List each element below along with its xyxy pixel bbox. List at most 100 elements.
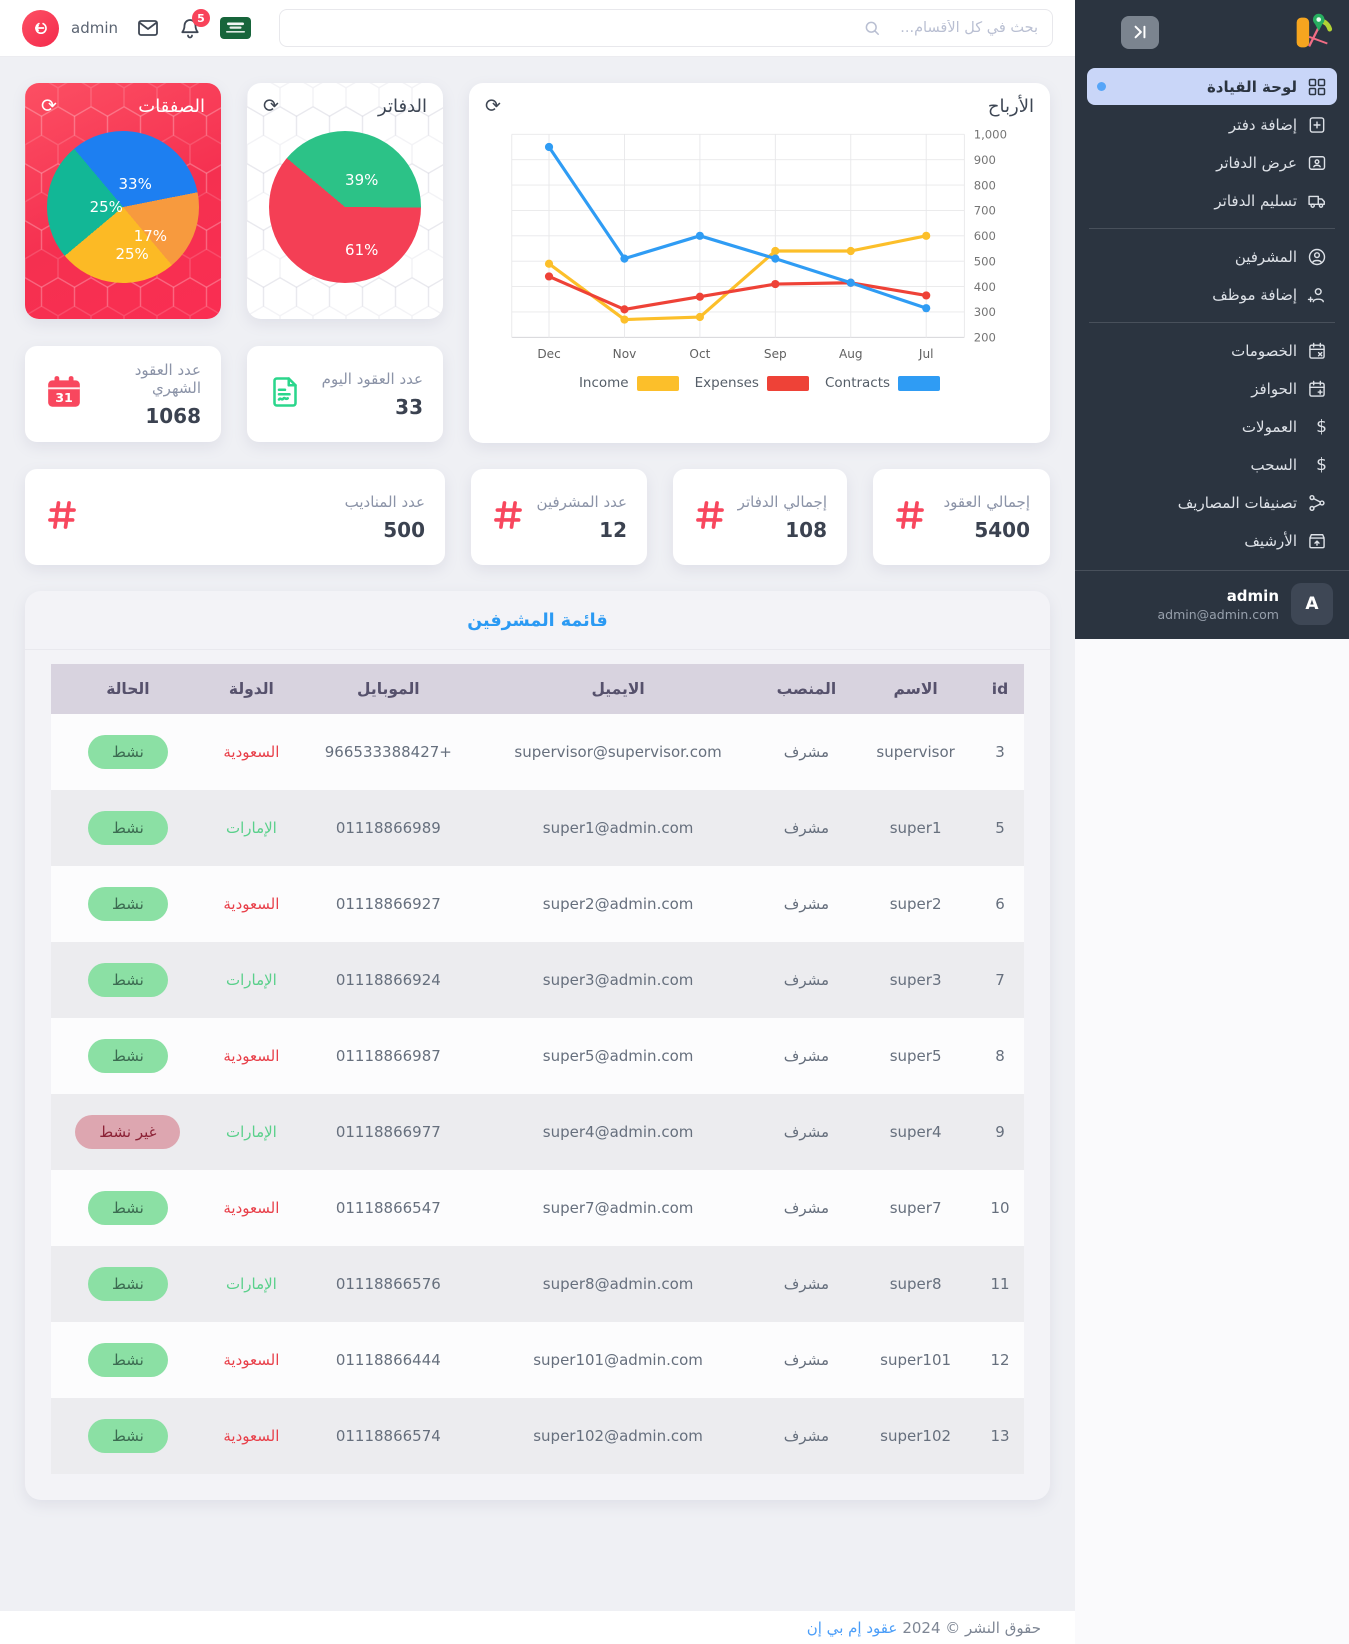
profits-chart-title: الأرباح bbox=[987, 96, 1034, 117]
calendar-plus-icon bbox=[1307, 379, 1327, 399]
stat-label: عدد العقود الشهري bbox=[134, 360, 201, 397]
person-plus-icon bbox=[1307, 285, 1327, 305]
svg-text:Sep: Sep bbox=[764, 347, 787, 361]
svg-text:Nov: Nov bbox=[613, 347, 637, 361]
row-email: super1@admin.com bbox=[542, 819, 694, 837]
table-row: 12 super101 مشرف super101@admin.com 01118866… bbox=[51, 1322, 1024, 1398]
row-status: نشط bbox=[51, 790, 205, 866]
calendar-icon: 31 bbox=[45, 374, 83, 414]
row-email: supervisor@supervisor.com bbox=[514, 743, 722, 761]
app-logo bbox=[1289, 9, 1335, 55]
row-id: 12 bbox=[990, 1351, 1010, 1369]
svg-text:Jul: Jul bbox=[918, 347, 934, 361]
avatar: A bbox=[1291, 583, 1333, 625]
row-status: نشط bbox=[51, 1322, 205, 1398]
sidebar-item-deliver-books[interactable]: تسليم الدفاتر bbox=[1087, 182, 1337, 219]
dashboard-grid-icon bbox=[1307, 77, 1327, 97]
pie-slice-label: 25% bbox=[115, 245, 149, 264]
stat-label: إجمالي الدفاتر bbox=[737, 492, 827, 511]
table-row: 8 super5 مشرف super5@admin.com 01118866987 ال… bbox=[51, 1018, 1024, 1094]
table-row: 13 super102 مشرف super102@admin.com 01118866… bbox=[51, 1398, 1024, 1474]
sidebar-item-incentives[interactable]: الحوافز bbox=[1087, 370, 1337, 407]
svg-text:31: 31 bbox=[55, 390, 73, 405]
row-mobile: +966533388427 bbox=[324, 743, 452, 761]
stat-card-total-books: إجمالي الدفاتر 108 bbox=[673, 469, 847, 565]
pie-slice-label: 39% bbox=[345, 170, 379, 189]
svg-text:Aug: Aug bbox=[839, 347, 863, 361]
contract-icon bbox=[267, 374, 303, 414]
dashboard-content: الأرباح ⟳ 200 300 400 500 600 700 800 900 1,000 D… bbox=[0, 57, 1075, 1611]
search-input[interactable] bbox=[279, 9, 1053, 47]
brand-link[interactable]: عقود إم بي إن bbox=[806, 1618, 898, 1637]
mail-icon[interactable] bbox=[136, 16, 160, 40]
logout-button[interactable] bbox=[22, 9, 59, 47]
row-status: نشط bbox=[51, 1170, 205, 1246]
row-email: super2@admin.com bbox=[542, 895, 694, 913]
status-badge: نشط bbox=[87, 1267, 168, 1301]
topbar-username: admin bbox=[71, 19, 118, 37]
books-pie-title: الدفاتر bbox=[378, 96, 427, 117]
row-id: 6 bbox=[995, 895, 1005, 913]
row-status: نشط bbox=[51, 1018, 205, 1094]
supervisors-table: id الاسم المنصب الايميل الموبايل الدولة الحالة… bbox=[51, 664, 1024, 1474]
svg-text:200: 200 bbox=[974, 331, 996, 345]
refresh-icon[interactable]: ⟳ bbox=[263, 96, 279, 117]
refresh-icon[interactable]: ⟳ bbox=[41, 96, 57, 117]
sidebar-collapse-button[interactable] bbox=[1121, 15, 1159, 49]
row-role: مشرف bbox=[783, 819, 830, 837]
sidebar-user[interactable]: A admin admin@admin.com bbox=[1075, 570, 1349, 639]
column-header: الموبايل bbox=[298, 664, 479, 714]
sidebar-item-add-employee[interactable]: إضافة موظف bbox=[1087, 276, 1337, 313]
row-email: super5@admin.com bbox=[542, 1047, 694, 1065]
sidebar-item-dashboard[interactable]: لوحة القيادة bbox=[1087, 68, 1337, 105]
row-role: مشرف bbox=[783, 895, 830, 913]
row-name: super4 bbox=[889, 1123, 942, 1141]
row-role: مشرف bbox=[783, 1427, 830, 1445]
sidebar-item-label: عرض الدفاتر bbox=[1216, 153, 1297, 172]
stat-value: 12 bbox=[599, 517, 627, 542]
legend-label-income: Income bbox=[578, 375, 629, 391]
svg-text:Oct: Oct bbox=[689, 347, 710, 361]
language-flag-saudi[interactable] bbox=[220, 17, 251, 39]
sidebar-item-supervisors[interactable]: المشرفين bbox=[1087, 238, 1337, 275]
row-mobile: 01118866576 bbox=[335, 1275, 441, 1293]
row-status: نشط bbox=[51, 1246, 205, 1322]
stat-value: 500 bbox=[383, 517, 425, 542]
row-country: الإمارات bbox=[225, 819, 277, 837]
dollar-icon: $ bbox=[1316, 416, 1327, 437]
user-email: admin@admin.com bbox=[1157, 606, 1279, 622]
sidebar-item-archive[interactable]: الأرشيف bbox=[1087, 522, 1337, 559]
sitemap-icon bbox=[1307, 493, 1327, 513]
legend-label-contracts: Contracts bbox=[824, 375, 891, 391]
legend-label-expenses: Expenses bbox=[694, 375, 759, 391]
sidebar-item-view-books[interactable]: عرض الدفاتر bbox=[1087, 144, 1337, 181]
notifications-badge: 5 bbox=[192, 9, 210, 27]
sidebar-item-withdraw[interactable]: $ السحب bbox=[1087, 446, 1337, 483]
copyright-text: حقوق النشر © 2024 bbox=[902, 1618, 1041, 1637]
table-row: 3 supervisor مشرف supervisor@supervisor.com… bbox=[51, 714, 1024, 790]
deals-pie-chart: 33% 17% 25% 25% bbox=[47, 131, 199, 283]
sidebar-item-commissions[interactable]: $ العمولات bbox=[1087, 408, 1337, 445]
sidebar-item-label: السحب bbox=[1250, 455, 1297, 474]
notifications-bell[interactable]: 5 bbox=[178, 9, 210, 40]
profits-chart-card: الأرباح ⟳ 200 300 400 500 600 700 800 900 1,000 D… bbox=[469, 83, 1050, 443]
sidebar-divider bbox=[1089, 322, 1335, 323]
hash-icon bbox=[893, 498, 927, 536]
sidebar-column: لوحة القيادة إضافة دفتر bbox=[1075, 0, 1349, 1644]
sidebar-item-expense-categories[interactable]: تصنيفات المصاريف bbox=[1087, 484, 1337, 521]
row-email: super7@admin.com bbox=[542, 1199, 694, 1217]
row-id: 11 bbox=[990, 1275, 1010, 1293]
status-badge: نشط bbox=[87, 735, 168, 769]
sidebar-item-discounts[interactable]: الخصومات bbox=[1087, 332, 1337, 369]
row-status: غير نشط bbox=[51, 1094, 205, 1170]
row-status: نشط bbox=[51, 714, 205, 790]
status-badge: نشط bbox=[87, 1419, 168, 1453]
archive-box-icon bbox=[1307, 531, 1327, 551]
refresh-icon[interactable]: ⟳ bbox=[485, 96, 501, 117]
sidebar-item-add-book[interactable]: إضافة دفتر bbox=[1087, 106, 1337, 143]
stat-label: إجمالي العقود bbox=[943, 492, 1030, 511]
person-circle-icon bbox=[1307, 247, 1327, 267]
svg-text:900: 900 bbox=[974, 153, 996, 167]
status-badge: نشط bbox=[87, 1039, 168, 1073]
